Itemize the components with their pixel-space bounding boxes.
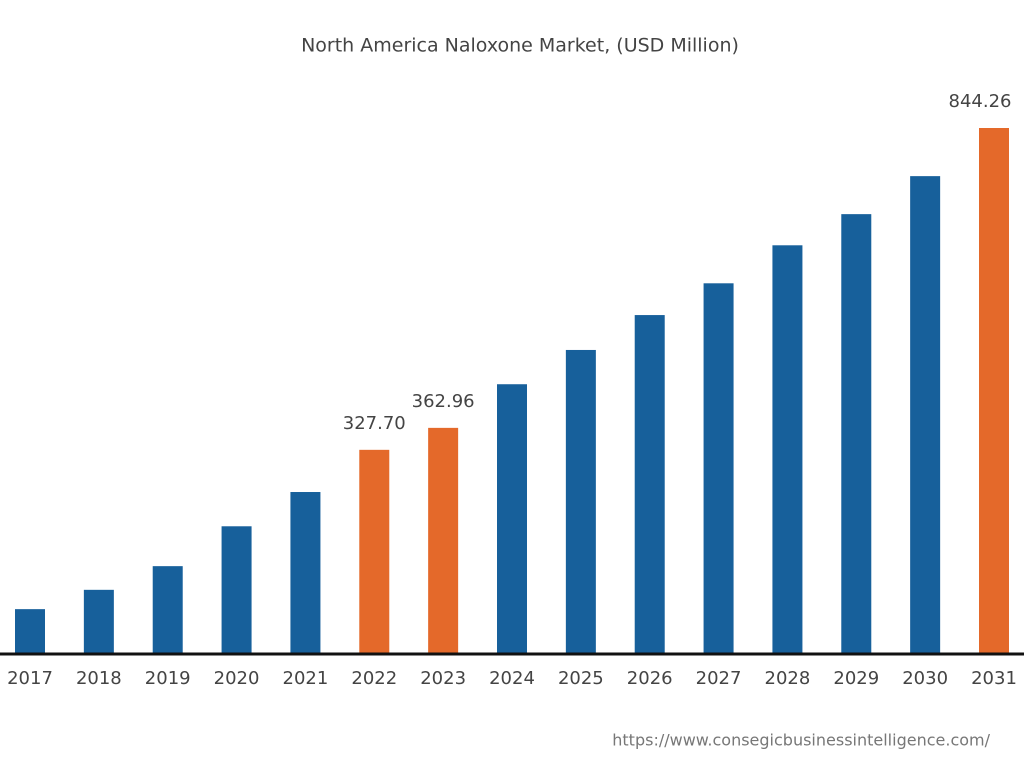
x-tick-label: 2020 — [214, 668, 260, 689]
x-tick-label: 2025 — [558, 668, 604, 689]
x-tick-label: 2023 — [420, 668, 466, 689]
x-tick-label: 2017 — [7, 668, 53, 689]
data-label: 844.26 — [949, 91, 1012, 112]
x-tick-label: 2026 — [627, 668, 673, 689]
bar — [83, 589, 114, 654]
bar — [221, 526, 252, 654]
x-tick-label: 2029 — [833, 668, 879, 689]
x-tick-label: 2019 — [145, 668, 191, 689]
x-tick-label: 2022 — [351, 668, 397, 689]
x-tick-label: 2027 — [696, 668, 742, 689]
x-tick-label: 2024 — [489, 668, 535, 689]
x-tick-label: 2028 — [765, 668, 811, 689]
data-label: 327.70 — [343, 413, 406, 434]
bar — [290, 492, 321, 654]
bar — [910, 176, 941, 654]
x-tick-label: 2021 — [283, 668, 329, 689]
bar — [15, 609, 45, 654]
x-tick-label: 2018 — [76, 668, 122, 689]
chart-title: North America Naloxone Market, (USD Mill… — [301, 35, 739, 57]
bar — [772, 245, 803, 654]
bar — [428, 427, 459, 654]
x-tick-label: 2030 — [902, 668, 948, 689]
source-url: https://www.consegicbusinessintelligence… — [612, 731, 990, 750]
bar — [565, 349, 596, 654]
bar — [359, 449, 390, 654]
bar — [703, 283, 734, 654]
bar — [841, 214, 872, 654]
bar — [634, 315, 665, 654]
x-tick-label: 2031 — [971, 668, 1017, 689]
bar — [152, 566, 183, 654]
data-label: 362.96 — [412, 391, 475, 412]
bar — [979, 128, 1009, 654]
bar — [497, 384, 527, 654]
